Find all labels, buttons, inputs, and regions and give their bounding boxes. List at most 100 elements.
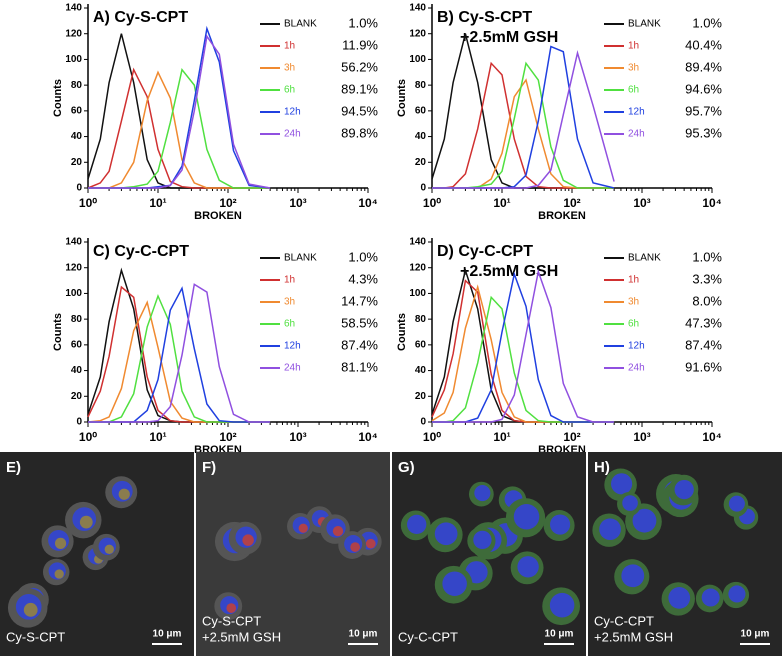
x-tick-label: 10⁰ bbox=[79, 196, 97, 210]
histogram-panel: 0 20 40 60 80 100 120 140 10⁰ 10¹ 10² 10³ 10⁴ BROKEN C… bbox=[52, 3, 379, 222]
legend-name: BLANK bbox=[628, 253, 661, 264]
legend-percent: 14.7% bbox=[341, 293, 378, 308]
y-tick-label: 60 bbox=[71, 105, 83, 116]
y-tick-label: 40 bbox=[415, 365, 427, 376]
micrograph-caption: Cy-S-CPT bbox=[6, 629, 65, 644]
legend-name: 6h bbox=[628, 319, 639, 330]
histogram-line bbox=[88, 283, 271, 423]
panel-subtitle: +2.5mM GSH bbox=[460, 29, 558, 46]
legend-percent: 56.2% bbox=[341, 59, 378, 74]
nucleus bbox=[517, 556, 539, 578]
legend-percent: 91.6% bbox=[685, 359, 722, 374]
y-tick-label: 120 bbox=[409, 28, 426, 39]
y-tick-label: 140 bbox=[65, 3, 82, 14]
micrograph-caption: +2.5mM GSH bbox=[594, 629, 673, 644]
nucleus bbox=[674, 479, 694, 500]
legend-percent: 95.3% bbox=[685, 125, 722, 140]
nucleus bbox=[549, 592, 575, 618]
legend-percent: 89.1% bbox=[341, 81, 378, 96]
y-tick-label: 0 bbox=[76, 183, 82, 194]
legend-percent: 47.3% bbox=[685, 315, 722, 330]
stain bbox=[242, 534, 254, 546]
legend-name: 3h bbox=[628, 63, 639, 74]
x-tick-label: 10² bbox=[219, 196, 236, 210]
x-tick-label: 10³ bbox=[633, 430, 650, 444]
legend-name: 6h bbox=[284, 85, 295, 96]
panel-subtitle: +2.5mM GSH bbox=[460, 263, 558, 280]
legend-percent: 89.8% bbox=[341, 125, 378, 140]
x-tick-label: 10⁰ bbox=[423, 196, 441, 210]
stain bbox=[226, 603, 237, 613]
legend-percent: 1.0% bbox=[692, 15, 722, 30]
stain bbox=[23, 602, 38, 617]
legend-name: 12h bbox=[284, 341, 301, 352]
histogram-panel: 0 20 40 60 80 100 120 140 10⁰ 10¹ 10² 10³ 10⁴ BROKEN C… bbox=[396, 3, 723, 222]
micrograph-caption: Cy-C-CPT bbox=[594, 613, 654, 628]
scale-bar-label: 10 μm bbox=[741, 629, 770, 640]
nucleus bbox=[611, 473, 633, 495]
legend-percent: 87.4% bbox=[685, 337, 722, 352]
y-tick-label: 60 bbox=[415, 339, 427, 350]
y-tick-label: 40 bbox=[415, 131, 427, 142]
legend-name: 6h bbox=[628, 85, 639, 96]
y-tick-label: 140 bbox=[409, 3, 426, 14]
legend-name: BLANK bbox=[284, 19, 317, 30]
legend-name: 12h bbox=[628, 107, 645, 118]
micrograph-label: E) bbox=[6, 459, 21, 476]
y-tick-label: 80 bbox=[71, 80, 83, 91]
y-tick-label: 0 bbox=[420, 183, 426, 194]
legend-name: 24h bbox=[628, 363, 645, 374]
nucleus bbox=[513, 503, 540, 530]
x-tick-label: 10⁴ bbox=[358, 430, 377, 444]
x-tick-label: 10³ bbox=[633, 196, 650, 210]
legend-name: 1h bbox=[628, 41, 639, 52]
y-tick-label: 120 bbox=[65, 28, 82, 39]
legend-name: BLANK bbox=[628, 19, 661, 30]
legend-name: 1h bbox=[284, 41, 295, 52]
micrograph-label: H) bbox=[594, 459, 610, 476]
x-tick-label: 10² bbox=[563, 430, 580, 444]
y-tick-label: 140 bbox=[409, 237, 426, 248]
panel-title: A) Cy-S-CPT bbox=[93, 9, 188, 26]
y-tick-label: 0 bbox=[420, 417, 426, 428]
legend-percent: 89.4% bbox=[685, 59, 722, 74]
y-axis-label: Counts bbox=[52, 313, 64, 351]
y-tick-label: 100 bbox=[65, 288, 82, 299]
y-tick-label: 100 bbox=[65, 54, 82, 65]
y-axis-label: Counts bbox=[396, 79, 408, 117]
micrograph-panel: E) Cy-S-CPT 10 μm bbox=[0, 452, 194, 656]
y-tick-label: 20 bbox=[71, 157, 83, 168]
nucleus bbox=[407, 514, 427, 535]
y-tick-label: 80 bbox=[71, 314, 83, 325]
legend-percent: 40.4% bbox=[685, 37, 722, 52]
stain bbox=[54, 569, 64, 579]
stain bbox=[118, 488, 130, 500]
nucleus bbox=[728, 585, 746, 603]
x-tick-label: 10¹ bbox=[493, 430, 510, 444]
legend-percent: 81.1% bbox=[341, 359, 378, 374]
x-tick-label: 10² bbox=[563, 196, 580, 210]
micrograph-label: G) bbox=[398, 459, 415, 476]
legend-percent: 94.6% bbox=[685, 81, 722, 96]
stain bbox=[365, 538, 376, 549]
nucleus bbox=[701, 588, 720, 607]
legend-name: 24h bbox=[284, 363, 301, 374]
legend-name: 12h bbox=[284, 107, 301, 118]
legend-percent: 3.3% bbox=[692, 271, 722, 286]
x-tick-label: 10⁰ bbox=[79, 430, 97, 444]
stain bbox=[332, 525, 344, 537]
stain bbox=[79, 515, 93, 529]
y-tick-label: 40 bbox=[71, 365, 83, 376]
legend-name: 24h bbox=[628, 129, 645, 140]
legend-percent: 95.7% bbox=[685, 103, 722, 118]
legend-name: 24h bbox=[284, 129, 301, 140]
y-tick-label: 40 bbox=[71, 131, 83, 142]
y-tick-label: 20 bbox=[71, 391, 83, 402]
x-tick-label: 10⁴ bbox=[702, 430, 721, 444]
legend-percent: 4.3% bbox=[348, 271, 378, 286]
x-tick-label: 10⁰ bbox=[423, 430, 441, 444]
y-tick-label: 20 bbox=[415, 157, 427, 168]
y-tick-label: 80 bbox=[415, 314, 427, 325]
stain bbox=[54, 537, 67, 550]
